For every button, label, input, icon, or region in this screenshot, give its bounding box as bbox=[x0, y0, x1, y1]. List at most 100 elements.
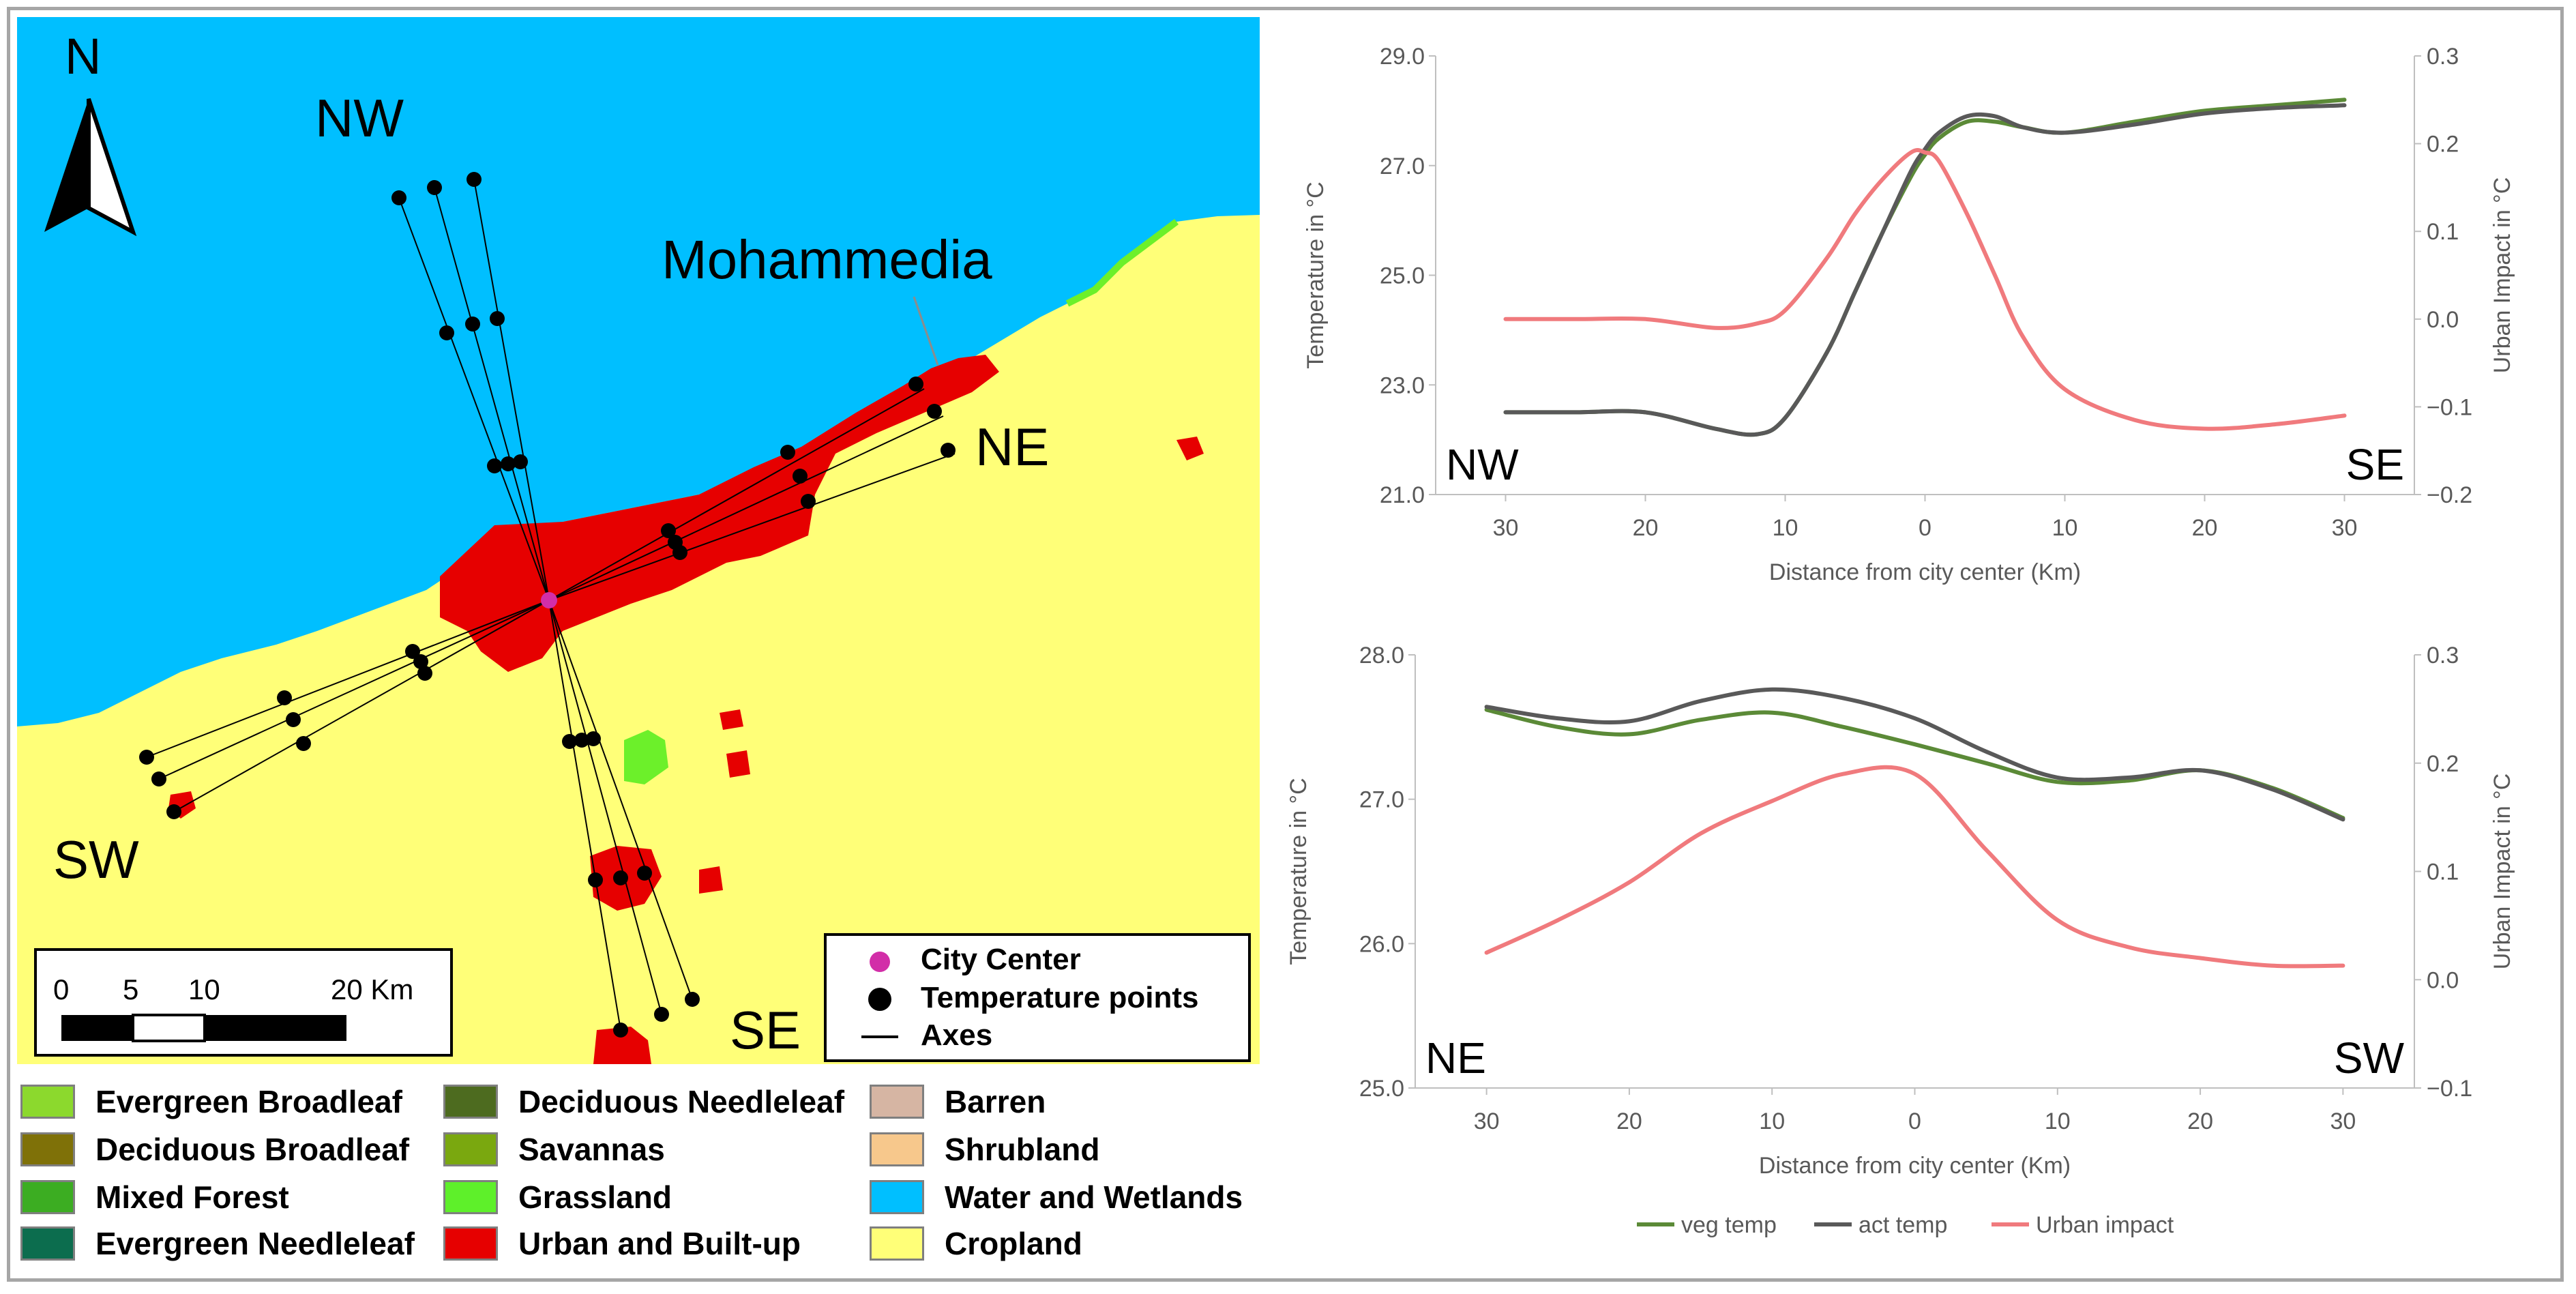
y-tick-label: 25.0 bbox=[1359, 1076, 1404, 1102]
land-cover-label: Mixed Forest bbox=[95, 1179, 289, 1215]
x-tick-label: 30 bbox=[1474, 1108, 1500, 1134]
legend-label-act-temp: act temp bbox=[1859, 1212, 1947, 1238]
legend-temperature-points-label: Temperature points bbox=[921, 981, 1199, 1014]
axes-lines bbox=[146, 179, 956, 1031]
y-tick-label: 23.0 bbox=[1380, 372, 1425, 398]
x-tick-label: 10 bbox=[1773, 515, 1798, 541]
land-cover-swatch bbox=[443, 1180, 498, 1214]
scale-bar bbox=[61, 1014, 346, 1042]
direction-label-right: SE bbox=[2346, 440, 2404, 489]
land-cover-legend-item: Barren bbox=[870, 1083, 1046, 1120]
x-tick-label: 30 bbox=[2332, 515, 2358, 541]
y2-tick-label: 0.2 bbox=[2427, 751, 2459, 777]
legend-axes-label: Axes bbox=[921, 1018, 993, 1052]
x-tick-label: 10 bbox=[1759, 1108, 1785, 1134]
legend-city-center-swatch bbox=[870, 952, 890, 972]
y-axis-title: Temperature in °C bbox=[1286, 778, 1312, 965]
legend-label-veg-temp: veg temp bbox=[1681, 1212, 1777, 1238]
grassland-area bbox=[624, 730, 668, 784]
land-cover-label: Deciduous Broadleaf bbox=[95, 1132, 410, 1167]
series-line-urban-impact bbox=[1503, 148, 2347, 431]
y2-tick-label: 0.0 bbox=[2427, 307, 2459, 333]
series-line-veg-temp bbox=[1484, 707, 2345, 821]
city-callout-line bbox=[913, 296, 939, 366]
land-cover-legend-item: Grassland bbox=[443, 1179, 672, 1216]
x-tick-label: 20 bbox=[1633, 515, 1659, 541]
land-cover-label: Evergreen Broadleaf bbox=[95, 1084, 402, 1119]
land-cover-label: Cropland bbox=[945, 1226, 1082, 1261]
x-tick-label: 10 bbox=[2052, 515, 2078, 541]
land-cover-swatch bbox=[870, 1226, 924, 1261]
land-cover-swatch bbox=[20, 1226, 75, 1261]
y2-tick-label: 0.3 bbox=[2427, 643, 2459, 668]
water-area bbox=[17, 17, 1260, 726]
y2-tick-label: −0.1 bbox=[2427, 1076, 2472, 1102]
urban-area-mohammedia bbox=[440, 355, 999, 672]
urban-area-small-3 bbox=[699, 866, 723, 894]
map-legend-box bbox=[824, 933, 1251, 1062]
land-cover-legend-item: Evergreen Broadleaf bbox=[20, 1083, 402, 1120]
north-arrow-icon bbox=[44, 98, 137, 237]
land-cover-label: Urban and Built-up bbox=[518, 1226, 801, 1261]
y-tick-label: 26.0 bbox=[1359, 931, 1404, 957]
land-cover-legend-item: Deciduous Broadleaf bbox=[20, 1131, 409, 1168]
series-line-act-temp bbox=[1503, 103, 2347, 437]
land-cover-swatch bbox=[443, 1132, 498, 1166]
land-cover-label: Deciduous Needleleaf bbox=[518, 1084, 845, 1119]
x-tick-label: 30 bbox=[2330, 1108, 2356, 1134]
north-label: N bbox=[65, 28, 102, 85]
scale-tick-0: 0 bbox=[53, 973, 70, 1005]
y2-tick-label: 0.1 bbox=[2427, 859, 2459, 885]
direction-label-right: SW bbox=[2334, 1033, 2405, 1083]
city-center-marker bbox=[541, 592, 557, 608]
y-tick-label: 27.0 bbox=[1359, 787, 1404, 813]
y2-tick-label: −0.2 bbox=[2427, 482, 2472, 508]
legend-point-swatch bbox=[868, 988, 891, 1011]
land-cover-swatch bbox=[20, 1180, 75, 1214]
figure-frame bbox=[7, 7, 2564, 1282]
y2-tick-label: 0.3 bbox=[2427, 44, 2459, 70]
y2-tick-label: 0.1 bbox=[2427, 219, 2459, 245]
x-tick-label: 0 bbox=[1908, 1108, 1921, 1134]
y2-tick-label: 0.0 bbox=[2427, 967, 2459, 993]
direction-label-ne: NE bbox=[975, 417, 1050, 477]
land-cover-legend-item: Mixed Forest bbox=[20, 1179, 289, 1216]
land-cover-label: Evergreen Needleleaf bbox=[95, 1226, 415, 1261]
y-axis-title: Temperature in °C bbox=[1303, 181, 1329, 368]
land-cover-map bbox=[17, 17, 1260, 1064]
y-tick-label: 25.0 bbox=[1380, 263, 1425, 289]
scale-tick-10: 10 bbox=[188, 973, 220, 1005]
land-cover-label: Savannas bbox=[518, 1132, 665, 1167]
x-tick-label: 10 bbox=[2045, 1108, 2071, 1134]
city-label: Mohammedia bbox=[662, 229, 992, 290]
legend-label-urban-impact: Urban impact bbox=[2036, 1212, 2174, 1238]
series-line-urban-impact bbox=[1484, 765, 2345, 969]
series-line-act-temp bbox=[1484, 687, 2345, 822]
direction-label-se: SE bbox=[730, 1000, 801, 1060]
y2-axis-title: Urban Impact in °C bbox=[2489, 177, 2515, 374]
x-tick-label: 20 bbox=[2192, 515, 2218, 541]
y-tick-label: 29.0 bbox=[1380, 44, 1425, 70]
direction-label-sw: SW bbox=[53, 829, 139, 889]
legend-city-center-label: City Center bbox=[921, 943, 1081, 976]
y-tick-label: 27.0 bbox=[1380, 153, 1425, 179]
land-cover-swatch bbox=[443, 1226, 498, 1261]
land-cover-swatch bbox=[870, 1132, 924, 1166]
x-tick-label: 20 bbox=[2187, 1108, 2213, 1134]
temperature-points bbox=[139, 172, 956, 1038]
land-cover-legend-item: Shrubland bbox=[870, 1131, 1099, 1168]
land-cover-swatch bbox=[20, 1132, 75, 1166]
y-tick-label: 28.0 bbox=[1359, 643, 1404, 668]
land-cover-legend-item: Deciduous Needleleaf bbox=[443, 1083, 844, 1120]
land-cover-label: Water and Wetlands bbox=[945, 1179, 1243, 1215]
land-cover-label: Shrubland bbox=[945, 1132, 1100, 1167]
y2-tick-label: 0.2 bbox=[2427, 132, 2459, 158]
x-axis-title: Distance from city center (Km) bbox=[1769, 559, 2081, 585]
urban-area-far-south bbox=[593, 1027, 651, 1064]
direction-label-left: NW bbox=[1446, 440, 1519, 489]
land-cover-legend-item: Urban and Built-up bbox=[443, 1225, 801, 1262]
chart-ne-sw: 25.0 26.0 27.0 28.0 −0.1 0.0 0.1 0.2 0.3 30 20 10 0 1… bbox=[1286, 643, 2515, 1238]
urban-area-small-1 bbox=[720, 709, 743, 730]
urban-area-east bbox=[1176, 437, 1204, 460]
land-cover-legend-item: Savannas bbox=[443, 1131, 665, 1168]
